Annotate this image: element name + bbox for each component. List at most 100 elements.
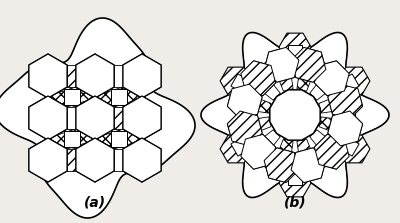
Polygon shape [123,87,161,107]
Polygon shape [203,34,387,196]
Polygon shape [231,134,255,156]
Polygon shape [220,67,252,95]
Polygon shape [235,107,251,123]
Polygon shape [310,149,332,171]
Polygon shape [239,78,261,100]
Polygon shape [328,111,363,146]
Polygon shape [279,33,311,61]
Polygon shape [29,96,67,140]
Polygon shape [95,129,142,149]
Polygon shape [274,63,293,91]
Polygon shape [328,111,363,146]
Polygon shape [0,20,193,216]
Polygon shape [67,149,76,171]
Polygon shape [264,148,299,183]
Polygon shape [279,169,311,197]
Polygon shape [287,55,303,71]
Text: (b): (b) [284,195,306,209]
Text: (a): (a) [84,195,106,209]
Polygon shape [76,138,114,182]
Polygon shape [67,65,76,87]
Polygon shape [241,134,276,169]
Polygon shape [123,54,161,98]
Polygon shape [76,96,114,140]
Polygon shape [227,84,262,119]
Polygon shape [48,129,95,149]
Polygon shape [123,54,161,98]
Polygon shape [264,47,299,82]
Polygon shape [264,148,299,183]
Polygon shape [291,47,326,82]
Polygon shape [201,33,389,198]
Polygon shape [29,54,67,98]
Polygon shape [291,148,326,183]
Polygon shape [76,54,114,98]
Polygon shape [0,18,195,218]
Polygon shape [314,61,349,96]
Polygon shape [310,130,338,157]
Polygon shape [123,96,161,140]
Polygon shape [258,59,280,81]
Polygon shape [48,87,95,107]
Polygon shape [48,129,95,149]
Polygon shape [48,87,95,107]
Polygon shape [274,139,293,167]
Polygon shape [291,47,326,82]
Polygon shape [338,67,370,95]
Polygon shape [329,78,351,100]
Polygon shape [227,111,262,146]
Polygon shape [123,138,161,182]
Polygon shape [241,134,276,169]
Polygon shape [335,134,359,156]
Polygon shape [123,96,161,140]
Polygon shape [287,159,303,175]
Polygon shape [76,96,114,140]
Polygon shape [310,59,332,81]
Polygon shape [64,131,80,147]
Polygon shape [29,138,67,182]
Polygon shape [241,61,276,96]
Polygon shape [243,117,271,136]
Polygon shape [29,129,67,149]
Polygon shape [110,131,126,147]
Polygon shape [319,94,347,113]
Polygon shape [110,89,126,105]
Polygon shape [231,74,255,96]
Polygon shape [270,90,320,140]
Polygon shape [114,107,123,129]
Polygon shape [29,96,67,140]
Polygon shape [314,134,349,169]
Polygon shape [29,87,67,107]
Polygon shape [239,130,261,152]
Polygon shape [328,84,363,119]
Polygon shape [339,107,355,123]
Polygon shape [328,84,363,119]
Polygon shape [338,135,370,163]
Polygon shape [29,54,67,98]
Polygon shape [114,149,123,171]
Polygon shape [76,138,114,182]
Polygon shape [95,87,142,107]
Polygon shape [335,74,359,96]
Polygon shape [314,61,349,96]
Polygon shape [114,65,123,87]
Polygon shape [76,54,114,98]
Polygon shape [288,45,302,65]
Polygon shape [252,72,280,100]
Polygon shape [123,129,161,149]
Polygon shape [227,84,262,119]
Polygon shape [227,111,262,146]
Polygon shape [270,90,320,140]
Polygon shape [67,107,76,129]
Polygon shape [123,138,161,182]
Polygon shape [29,138,67,182]
Polygon shape [76,87,114,107]
Polygon shape [220,135,252,163]
Polygon shape [297,139,316,167]
Polygon shape [258,149,280,171]
Polygon shape [314,134,349,169]
Polygon shape [264,47,299,82]
Polygon shape [329,130,351,152]
Polygon shape [243,94,271,113]
Polygon shape [297,63,316,91]
